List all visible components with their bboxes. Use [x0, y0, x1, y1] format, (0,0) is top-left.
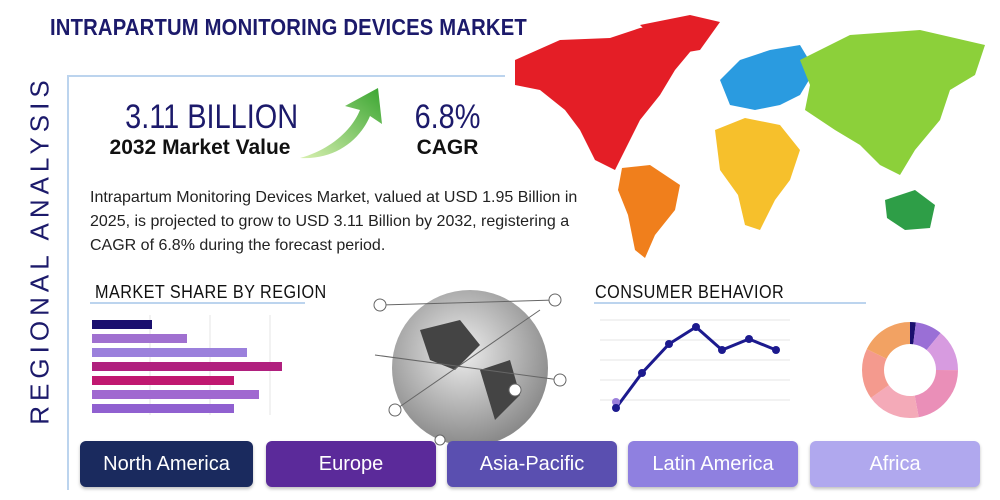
- world-map-part: [640, 15, 720, 55]
- globe-part-part: [553, 373, 567, 387]
- share-bars-part: [92, 320, 152, 329]
- behavior-line-part-part: [692, 323, 700, 331]
- share-bars-part: [92, 390, 259, 399]
- share-bars-part: [92, 334, 187, 343]
- donut-part: [862, 322, 958, 418]
- behavior-line-part: [612, 323, 780, 412]
- behavior-line-part-part: [718, 346, 726, 354]
- share-bars-part: [92, 404, 234, 413]
- globe-part-part: [374, 354, 561, 381]
- stat-value: 6.8%: [414, 98, 481, 136]
- behavior-line-part-part: [638, 369, 646, 377]
- world-map: [515, 15, 985, 258]
- stat-label: CAGR: [416, 136, 479, 159]
- frame: [67, 75, 866, 490]
- globe-part-part: [379, 299, 556, 306]
- behavior-line: [600, 319, 790, 412]
- region-button[interactable]: Africa: [810, 441, 980, 487]
- side-label: REGIONAL ANALYSIS: [24, 75, 55, 425]
- share-bars: [92, 315, 282, 415]
- section-title: MARKET SHARE BY REGION: [95, 282, 327, 302]
- donut: [862, 322, 958, 418]
- world-map-part: [720, 45, 815, 110]
- globe-part-part: [434, 434, 446, 446]
- region-button[interactable]: Europe: [266, 441, 436, 487]
- share-bars-part: [92, 348, 247, 357]
- donut-part: [862, 322, 958, 418]
- globe-part-part: [373, 298, 387, 312]
- globe-part-part: [394, 309, 541, 411]
- world-map-part: [885, 190, 935, 230]
- frame-part: [67, 75, 505, 490]
- world-map-part: [800, 30, 985, 175]
- donut-part: [862, 322, 958, 418]
- region-button[interactable]: Asia-Pacific: [447, 441, 617, 487]
- donut-part: [862, 322, 958, 418]
- behavior-line-part-part: [665, 340, 673, 348]
- behavior-line-part: [600, 319, 790, 401]
- region-button[interactable]: Latin America: [628, 441, 798, 487]
- globe-part-part: [508, 383, 522, 397]
- stat-value: 3.11 BILLION: [125, 98, 299, 136]
- behavior-line-part-part: [612, 398, 620, 406]
- globe-part-part: [388, 403, 402, 417]
- behavior-line-part-part: [772, 346, 780, 354]
- globe-part-part: [548, 293, 562, 307]
- world-map-part: [618, 165, 680, 258]
- globe: [373, 290, 567, 446]
- region-button[interactable]: North America: [80, 441, 253, 487]
- globe-part: [373, 293, 567, 446]
- description: Intrapartum Monitoring Devices Market, v…: [90, 189, 578, 254]
- share-bars-part: [92, 362, 282, 371]
- globe-part: [420, 320, 520, 420]
- world-map-part: [715, 118, 800, 230]
- stat-label: 2032 Market Value: [109, 136, 291, 159]
- world-map-part: [515, 20, 700, 170]
- title: INTRAPARTUM MONITORING DEVICES MARKET: [50, 14, 527, 40]
- behavior-line-part-part: [745, 335, 753, 343]
- section-title: CONSUMER BEHAVIOR: [595, 282, 785, 302]
- growth-arrow: [300, 88, 382, 159]
- share-bars-part: [92, 376, 234, 385]
- behavior-line-part-part: [612, 404, 620, 412]
